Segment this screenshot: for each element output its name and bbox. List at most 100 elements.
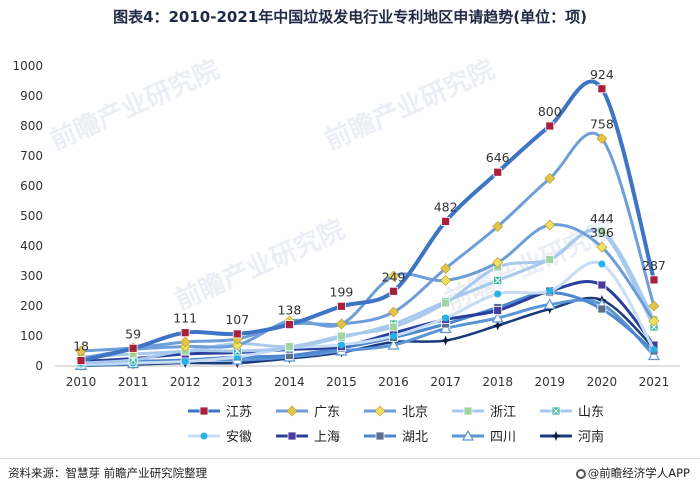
y-tick-label: 300 <box>20 269 43 283</box>
y-tick-label: 500 <box>20 209 43 223</box>
legend-label: 安徽 <box>226 430 252 445</box>
data-point <box>337 301 346 311</box>
legend-marker <box>374 405 386 417</box>
data-point <box>179 336 191 348</box>
watermark-text: 前瞻产业研究院 <box>45 54 224 156</box>
legend-item: 广东 <box>276 405 340 420</box>
legend-label: 江苏 <box>226 404 252 420</box>
data-label: 18 <box>73 339 89 354</box>
x-tick-label: 2013 <box>222 375 253 389</box>
data-label: 646 <box>486 150 510 165</box>
data-point <box>440 335 451 346</box>
data-label: 444 <box>590 211 614 226</box>
data-label: 482 <box>434 199 458 214</box>
legend-item: 湖北 <box>364 430 428 445</box>
data-point <box>337 331 346 341</box>
data-point <box>442 314 450 322</box>
data-point <box>76 356 86 366</box>
data-point <box>597 304 607 314</box>
x-tick-label: 2011 <box>118 375 149 389</box>
data-label: 59 <box>125 326 141 341</box>
data-point <box>231 339 243 351</box>
legend-item: 江苏 <box>188 404 252 420</box>
data-point <box>597 280 607 290</box>
x-tick-label: 2014 <box>274 375 305 389</box>
legend-marker <box>551 431 561 441</box>
x-tick-label: 2016 <box>378 375 409 389</box>
data-point <box>597 226 607 236</box>
data-label: 107 <box>225 312 249 327</box>
data-point <box>596 241 608 253</box>
series-四川 <box>75 298 660 370</box>
x-tick-label: 2017 <box>430 375 461 389</box>
legend-item: 四川 <box>452 429 516 445</box>
legend-label: 河南 <box>578 429 604 445</box>
legend-label: 山东 <box>578 405 604 420</box>
data-point <box>232 329 242 339</box>
legend-marker <box>463 406 473 416</box>
data-point <box>546 287 554 295</box>
legend-label: 湖北 <box>402 430 428 445</box>
legend-item: 上海 <box>276 430 340 445</box>
data-point-cross <box>234 348 241 354</box>
chart-title: 图表4：2010-2021年中国垃圾发电行业专利地区申请趋势(单位：项) <box>113 8 587 26</box>
legend-marker <box>287 431 297 441</box>
data-point <box>388 306 399 318</box>
data-point <box>128 343 138 353</box>
data-point <box>596 133 608 145</box>
data-point <box>492 257 504 268</box>
legend-marker <box>375 431 385 441</box>
legend-marker-cross <box>553 408 559 414</box>
data-point <box>492 320 503 331</box>
data-label: 396 <box>590 225 614 240</box>
data-point <box>388 270 399 282</box>
x-tick-label: 2010 <box>66 375 97 389</box>
y-tick-label: 700 <box>20 149 43 163</box>
legend-label: 上海 <box>314 430 340 445</box>
data-point <box>389 286 398 296</box>
legend-label: 四川 <box>490 430 516 445</box>
data-point-cross <box>494 277 501 284</box>
data-point <box>440 263 452 274</box>
y-tick-label: 600 <box>20 179 43 193</box>
data-point <box>597 84 607 94</box>
legend-label: 广东 <box>314 405 340 420</box>
x-tick-label: 2012 <box>170 375 201 389</box>
legend-label: 浙江 <box>490 405 516 420</box>
data-point <box>544 219 556 231</box>
watermark-text: 前瞻产业研究院 <box>170 214 349 316</box>
brand-credit: @前瞻经济学人APP <box>575 465 690 481</box>
data-point <box>284 342 294 351</box>
data-point <box>337 341 345 349</box>
footer-divider <box>0 458 700 459</box>
data-point <box>649 275 659 285</box>
legend-marker <box>286 405 298 417</box>
data-label: 199 <box>330 284 354 299</box>
data-point <box>491 311 504 323</box>
y-tick-label: 900 <box>20 89 43 103</box>
data-point <box>75 345 87 357</box>
legend-marker <box>199 406 209 416</box>
y-tick-label: 0 <box>35 359 43 373</box>
watermark-text: 前瞻产业研究院 <box>320 54 499 156</box>
data-label: 758 <box>590 117 614 132</box>
data-point <box>493 167 503 177</box>
x-tick-label: 2021 <box>639 375 670 389</box>
legend-item: 安徽 <box>188 430 252 445</box>
data-label: 249 <box>382 269 406 284</box>
brand-logo-icon <box>575 469 586 479</box>
x-tick-label: 2020 <box>587 375 618 389</box>
source-note: 资料来源：智慧芽 前瞻产业研究院整理 <box>8 466 208 480</box>
data-point <box>598 260 606 268</box>
data-point <box>648 300 660 312</box>
data-point <box>544 173 556 184</box>
legend-marker <box>200 432 208 440</box>
legend-item: 河南 <box>540 429 604 445</box>
legend-marker <box>461 429 475 441</box>
legend-item: 山东 <box>540 405 604 420</box>
y-tick-label: 100 <box>20 329 43 343</box>
legend-item: 浙江 <box>452 405 516 420</box>
data-label: 800 <box>538 104 562 119</box>
